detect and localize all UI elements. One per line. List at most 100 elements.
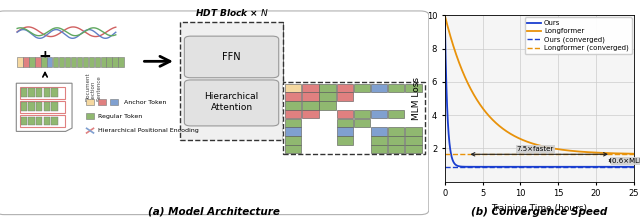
Ours	[441, 18, 449, 21]
Bar	[285, 110, 301, 118]
Text: Hierarchical
Attention: Hierarchical Attention	[204, 92, 259, 111]
Bar	[100, 57, 106, 67]
Longformer (converged)	[449, 153, 456, 156]
Bar	[41, 57, 47, 67]
Text: (a) Model Architecture: (a) Model Architecture	[148, 207, 280, 217]
Bar	[88, 57, 94, 67]
Bar	[95, 57, 100, 67]
Bar	[388, 84, 404, 92]
Bar	[36, 88, 42, 97]
Ours	[528, 166, 536, 168]
Bar	[388, 110, 404, 118]
Bar	[319, 84, 336, 92]
Bar	[354, 119, 370, 127]
Bar	[354, 84, 370, 92]
Bar	[113, 57, 118, 67]
Bar	[110, 99, 118, 105]
Bar	[44, 88, 50, 97]
Longformer (converged)	[441, 153, 449, 156]
Longformer	[624, 152, 632, 155]
Text: +: +	[38, 49, 51, 64]
Bar	[371, 110, 387, 118]
Bar	[302, 101, 319, 110]
Bar	[283, 82, 424, 154]
Longformer	[589, 151, 597, 154]
Bar	[65, 57, 70, 67]
Longformer	[624, 152, 632, 155]
Ours	[451, 162, 458, 165]
Bar	[44, 102, 50, 111]
Longformer	[528, 142, 536, 145]
Bar	[285, 84, 301, 92]
FancyBboxPatch shape	[184, 80, 279, 126]
Ours	[589, 166, 597, 168]
Longformer	[441, 14, 449, 17]
Ours (converged)	[441, 166, 449, 168]
Ours	[533, 166, 541, 168]
Bar	[337, 136, 353, 145]
Bar	[28, 117, 35, 125]
Bar	[83, 57, 88, 67]
Ours	[624, 166, 632, 168]
Bar	[302, 84, 319, 92]
Bar	[20, 115, 65, 127]
Bar	[285, 101, 301, 110]
Text: Section: Section	[91, 80, 96, 101]
Text: Hierarchical Positional Encoding: Hierarchical Positional Encoding	[98, 128, 198, 133]
Bar	[20, 101, 65, 113]
Text: 0.6×MLM loss: 0.6×MLM loss	[612, 157, 640, 164]
Text: Anchor Token: Anchor Token	[124, 100, 166, 104]
Bar	[285, 136, 301, 145]
X-axis label: Training Time (hours): Training Time (hours)	[492, 204, 588, 213]
Line: Longformer: Longformer	[445, 16, 634, 154]
Bar	[23, 57, 29, 67]
Bar	[405, 127, 422, 136]
Bar	[44, 117, 50, 125]
Bar	[35, 57, 40, 67]
Text: Document: Document	[85, 72, 90, 101]
Bar	[106, 57, 112, 67]
Bar	[118, 57, 124, 67]
Bar	[86, 99, 94, 105]
Text: HDT Block × $N$: HDT Block × $N$	[195, 7, 269, 18]
Ours	[625, 166, 632, 168]
Bar	[98, 99, 106, 105]
Y-axis label: MLM Loss: MLM Loss	[412, 77, 421, 120]
Text: Sentence: Sentence	[97, 75, 102, 101]
Longformer	[630, 152, 637, 155]
Bar	[53, 57, 58, 67]
Polygon shape	[16, 83, 72, 131]
Bar	[337, 84, 353, 92]
Bar	[354, 110, 370, 118]
Bar	[371, 84, 387, 92]
Bar	[285, 119, 301, 127]
Bar	[337, 92, 353, 101]
Bar	[51, 102, 58, 111]
Bar	[388, 127, 404, 136]
FancyBboxPatch shape	[180, 22, 283, 140]
Bar	[405, 145, 422, 153]
Text: (b) Convergence Speed: (b) Convergence Speed	[471, 207, 607, 217]
Longformer	[451, 48, 458, 51]
Text: 7.5×faster: 7.5×faster	[516, 146, 554, 152]
Text: Regular Token: Regular Token	[98, 114, 142, 119]
Bar	[285, 92, 301, 101]
Bar	[51, 117, 58, 125]
Bar	[20, 87, 65, 99]
Bar	[337, 110, 353, 118]
Bar	[371, 145, 387, 153]
Bar	[285, 127, 301, 136]
Ours	[630, 166, 637, 168]
Bar	[36, 117, 42, 125]
Bar	[319, 101, 336, 110]
Bar	[17, 57, 22, 67]
Bar	[302, 92, 319, 101]
Bar	[337, 127, 353, 136]
FancyBboxPatch shape	[0, 11, 429, 215]
Ours	[541, 166, 548, 168]
Bar	[36, 102, 42, 111]
Bar	[371, 127, 387, 136]
Bar	[285, 145, 301, 153]
Bar	[28, 88, 35, 97]
Bar	[371, 136, 387, 145]
